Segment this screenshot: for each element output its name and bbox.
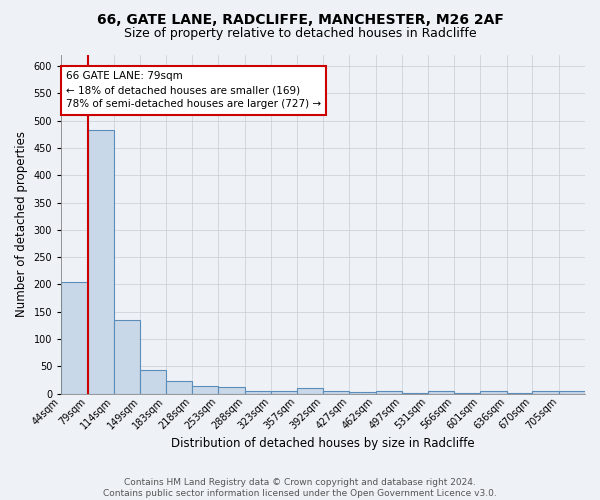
Bar	[507, 393, 532, 394]
Bar	[245, 391, 271, 394]
Bar	[428, 391, 454, 394]
Bar	[402, 393, 428, 394]
Y-axis label: Number of detached properties: Number of detached properties	[15, 132, 28, 318]
Bar	[454, 393, 481, 394]
Bar	[61, 282, 88, 394]
Bar	[532, 391, 559, 394]
Bar	[323, 391, 349, 394]
Bar	[114, 320, 140, 394]
Text: Size of property relative to detached houses in Radcliffe: Size of property relative to detached ho…	[124, 28, 476, 40]
Bar	[88, 130, 114, 394]
Bar	[218, 386, 245, 394]
Text: 66 GATE LANE: 79sqm
← 18% of detached houses are smaller (169)
78% of semi-detac: 66 GATE LANE: 79sqm ← 18% of detached ho…	[66, 72, 321, 110]
Bar	[559, 391, 585, 394]
Bar	[297, 388, 323, 394]
Bar	[140, 370, 166, 394]
Bar	[271, 391, 297, 394]
Bar	[349, 392, 376, 394]
Text: 66, GATE LANE, RADCLIFFE, MANCHESTER, M26 2AF: 66, GATE LANE, RADCLIFFE, MANCHESTER, M2…	[97, 12, 503, 26]
Bar	[166, 380, 192, 394]
Text: Contains HM Land Registry data © Crown copyright and database right 2024.
Contai: Contains HM Land Registry data © Crown c…	[103, 478, 497, 498]
Bar	[192, 386, 218, 394]
X-axis label: Distribution of detached houses by size in Radcliffe: Distribution of detached houses by size …	[171, 437, 475, 450]
Bar	[376, 391, 402, 394]
Bar	[481, 391, 507, 394]
